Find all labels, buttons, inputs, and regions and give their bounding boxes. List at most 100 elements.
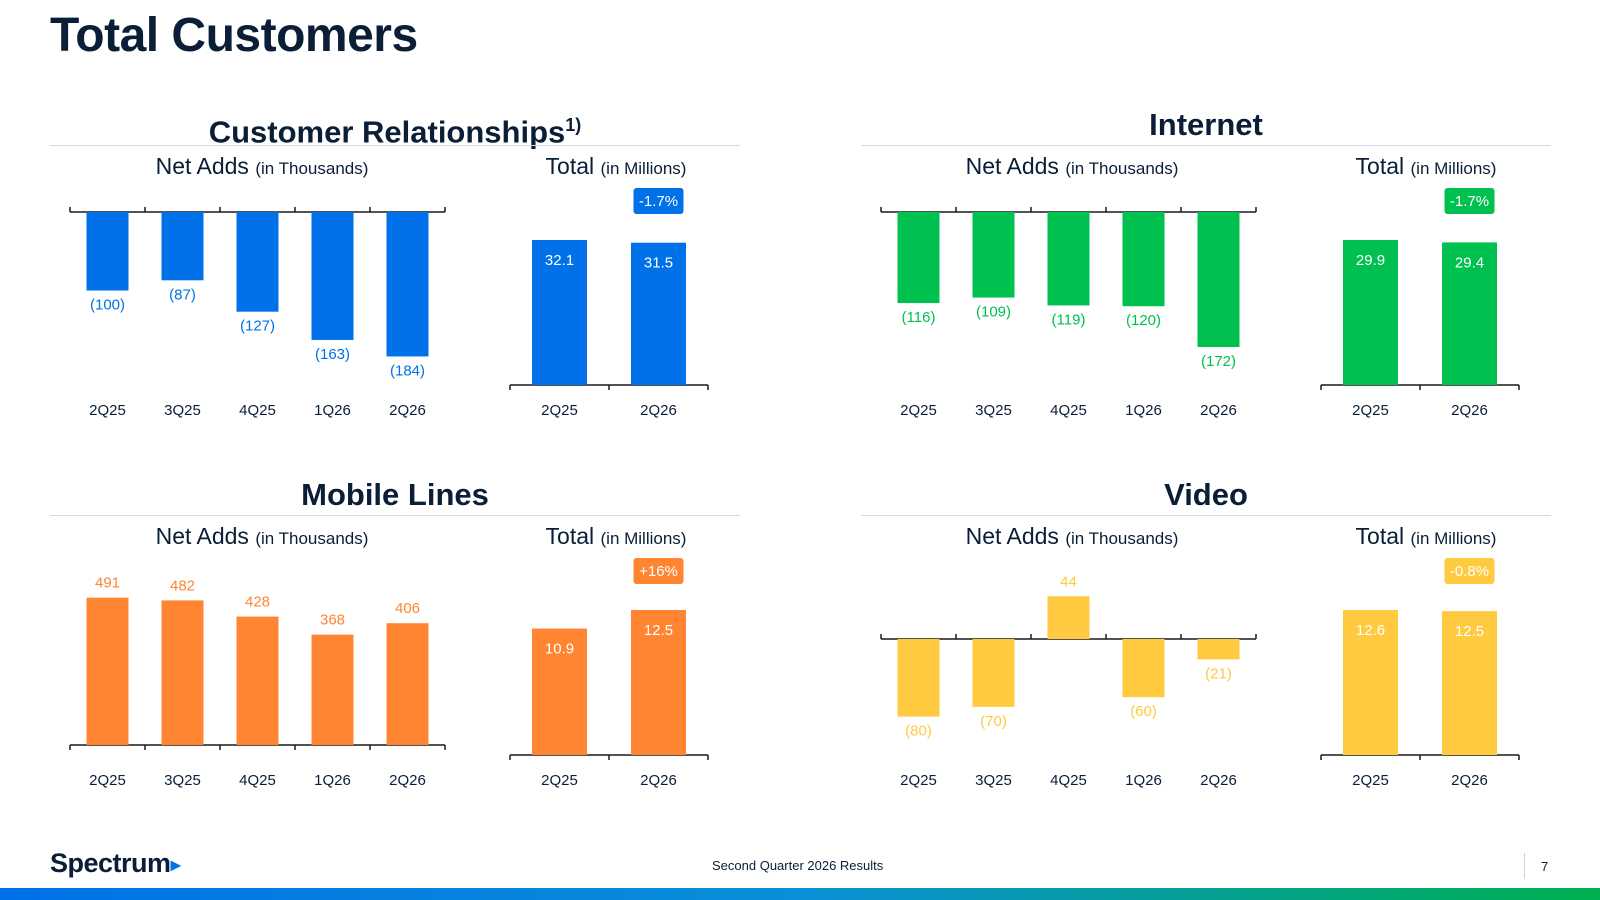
net-adds-category-label: 1Q26 [1125, 772, 1162, 789]
net-adds-data-label: (116) [902, 309, 936, 326]
total-bar [532, 628, 587, 755]
net-adds-bar [1122, 639, 1165, 698]
change-badge [633, 188, 684, 214]
net-adds-category-label: 2Q25 [900, 772, 937, 789]
change-badge-label: -1.7% [1450, 193, 1489, 210]
total-category-label: 2Q25 [1352, 772, 1389, 789]
total-heading: Total (in Millions) [546, 521, 687, 554]
total-data-label: 10.9 [545, 641, 574, 658]
total-label: Total [545, 153, 595, 179]
net-adds-category-label: 2Q26 [1200, 402, 1237, 419]
net-adds-category-label: 4Q25 [1050, 772, 1087, 789]
net-adds-category-label: 3Q25 [975, 772, 1012, 789]
change-badge [1444, 188, 1495, 214]
panel-title: Customer Relationships1) [50, 105, 740, 152]
net-adds-label: Net Adds [155, 523, 249, 549]
change-badge-label: +16% [639, 563, 678, 580]
total-heading: Total (in Millions) [546, 151, 687, 184]
total-bar [1442, 242, 1497, 385]
total-category-label: 2Q25 [541, 402, 578, 419]
total-bar [532, 240, 587, 385]
net-adds-bar [236, 616, 279, 745]
panel-divider [861, 515, 1551, 516]
net-adds-category-label: 3Q25 [164, 402, 201, 419]
net-adds-data-label: (80) [905, 723, 932, 740]
net-adds-bar [86, 212, 129, 291]
net-adds-data-label: (100) [90, 297, 125, 314]
panel-internet: Internet Net Adds (in Thousands) Total (… [861, 105, 1551, 450]
change-badge [633, 558, 684, 584]
net-adds-category-label: 4Q25 [239, 772, 276, 789]
net-adds-bar [897, 212, 940, 304]
net-adds-data-label: 428 [245, 594, 270, 611]
net-adds-bar [897, 639, 940, 717]
net-adds-data-label: 406 [395, 600, 420, 617]
net-adds-data-label: (120) [1126, 312, 1161, 329]
net-adds-category-label: 3Q25 [164, 772, 201, 789]
total-bar [1442, 611, 1497, 755]
net-adds-bar [1122, 212, 1165, 307]
brand-gradient-bar [0, 888, 1600, 900]
panel-title-text: Mobile Lines [301, 477, 489, 512]
net-adds-data-label: (87) [169, 286, 196, 303]
chart-area: (80) 2Q25 (70) 3Q25 44 4Q25 (60) 1Q26 (21) 2Q26 12… [880, 558, 1520, 789]
net-adds-heading: Net Adds (in Thousands) [156, 151, 369, 184]
net-adds-bar [1047, 596, 1090, 639]
change-badge-label: -0.8% [1450, 563, 1489, 580]
page-number: 7 [1541, 859, 1549, 874]
change-badge [1444, 558, 1495, 584]
total-unit: (in Millions) [600, 159, 687, 178]
net-adds-bar [1197, 639, 1240, 660]
total-bar [1343, 610, 1398, 755]
net-adds-unit: (in Thousands) [1065, 159, 1179, 178]
total-data-label: 12.5 [644, 622, 673, 639]
net-adds-category-label: 2Q26 [389, 402, 426, 419]
net-adds-data-label: 491 [95, 575, 120, 592]
net-adds-unit: (in Thousands) [255, 159, 369, 178]
net-adds-bar [972, 212, 1015, 298]
panel-title-text: Customer Relationships [208, 114, 566, 150]
total-bar [1343, 240, 1398, 385]
net-adds-bar [386, 623, 429, 745]
panel-customer-relationships: Customer Relationships1) Net Adds (in Th… [50, 105, 740, 450]
panel-divider [861, 145, 1551, 146]
net-adds-heading: Net Adds (in Thousands) [966, 151, 1179, 184]
net-adds-category-label: 2Q26 [1200, 772, 1237, 789]
net-adds-bar [161, 212, 204, 281]
chart-area: (116) 2Q25 (109) 3Q25 (119) 4Q25 (120) 1Q26 (172… [880, 188, 1520, 419]
panel-title: Mobile Lines [50, 475, 740, 515]
net-adds-data-label: (119) [1052, 311, 1086, 328]
total-category-label: 2Q26 [640, 402, 677, 419]
total-label: Total [545, 523, 595, 549]
total-unit: (in Millions) [1410, 529, 1497, 548]
chart-area: 491 2Q25 482 3Q25 428 4Q25 368 1Q26 406 2Q26 10.9 2… [69, 558, 709, 789]
change-badge-label: -1.7% [639, 193, 678, 210]
net-adds-bar [1047, 212, 1090, 306]
play-arrow-icon: ▶ [170, 856, 182, 873]
total-category-label: 2Q25 [1352, 402, 1389, 419]
total-category-label: 2Q25 [541, 772, 578, 789]
net-adds-data-label: (163) [315, 346, 350, 363]
panel-divider [50, 145, 740, 146]
total-category-label: 2Q26 [1451, 402, 1488, 419]
net-adds-category-label: 1Q26 [314, 772, 351, 789]
total-heading: Total (in Millions) [1356, 521, 1497, 554]
net-adds-unit: (in Thousands) [1065, 529, 1179, 548]
total-data-label: 31.5 [644, 255, 673, 272]
brand-name: Spectrum [50, 848, 171, 878]
net-adds-bar [311, 634, 354, 745]
net-adds-bar [311, 212, 354, 340]
panel-title-text: Video [1164, 477, 1248, 512]
net-adds-category-label: 4Q25 [1050, 402, 1087, 419]
net-adds-bar [161, 600, 204, 745]
net-adds-bar [86, 597, 129, 745]
net-adds-data-label: (127) [240, 318, 275, 335]
net-adds-heading: Net Adds (in Thousands) [156, 521, 369, 554]
net-adds-data-label: 44 [1060, 573, 1077, 590]
net-adds-bar [1197, 212, 1240, 348]
panel-title: Video [861, 475, 1551, 515]
net-adds-category-label: 1Q26 [314, 402, 351, 419]
net-adds-data-label: (70) [980, 713, 1007, 730]
net-adds-bar [386, 212, 429, 357]
net-adds-category-label: 2Q26 [389, 772, 426, 789]
